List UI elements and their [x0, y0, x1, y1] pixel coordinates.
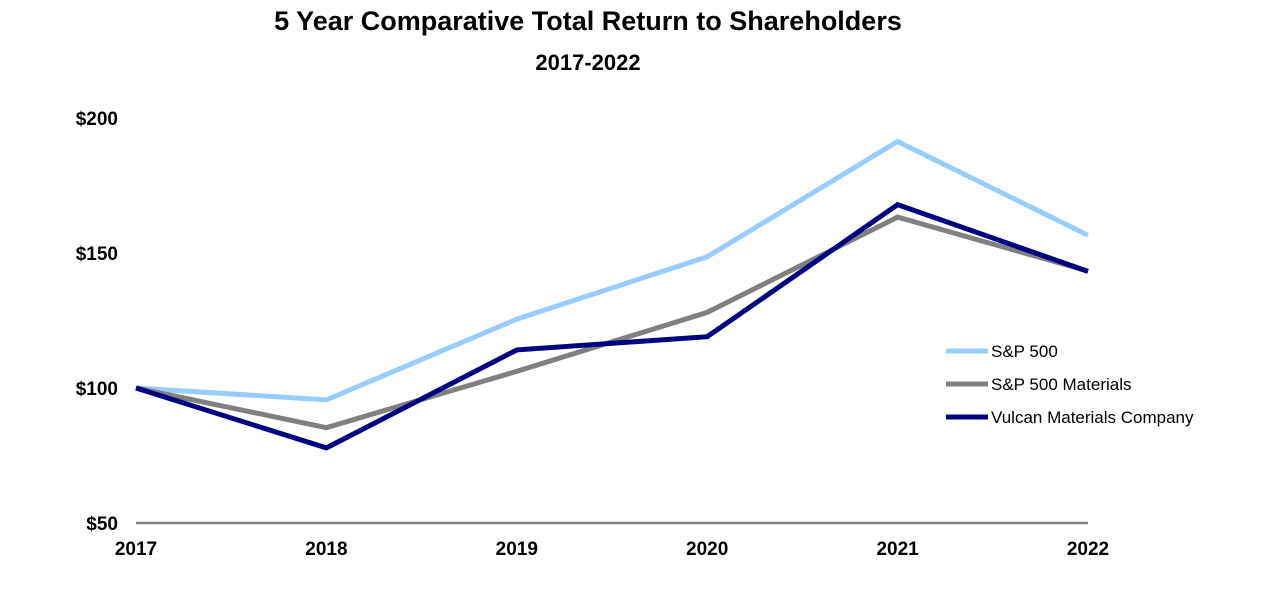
x-tick-label: 2021: [876, 539, 919, 560]
legend-label: S&P 500 Materials: [991, 375, 1131, 394]
y-tick-label: $150: [76, 244, 118, 265]
x-tick-label: 2019: [496, 539, 538, 560]
x-tick-label: 2022: [1067, 539, 1109, 560]
series-lines: [135, 138, 1090, 451]
chart-subtitle: 2017-2022: [535, 50, 641, 75]
y-tick-label: $200: [76, 109, 118, 130]
legend: S&P 500 S&P 500 Materials Vulcan Materials…: [946, 342, 1194, 427]
x-axis-ticks: 2017 2018 2019 2020 2021 2022: [115, 539, 1109, 560]
legend-label: Vulcan Materials Company: [991, 408, 1194, 427]
y-axis-ticks: $50 $100 $150 $200: [76, 109, 118, 535]
legend-label: S&P 500: [991, 342, 1058, 361]
series-line-2: [135, 201, 1089, 451]
chart-title: 5 Year Comparative Total Return to Share…: [274, 6, 902, 36]
series-line-0: [135, 138, 1090, 403]
y-tick-label: $100: [76, 379, 118, 400]
x-tick-label: 2020: [686, 539, 728, 560]
x-tick-label: 2017: [115, 539, 157, 560]
y-tick-label: $50: [86, 514, 118, 535]
x-tick-label: 2018: [305, 539, 347, 560]
